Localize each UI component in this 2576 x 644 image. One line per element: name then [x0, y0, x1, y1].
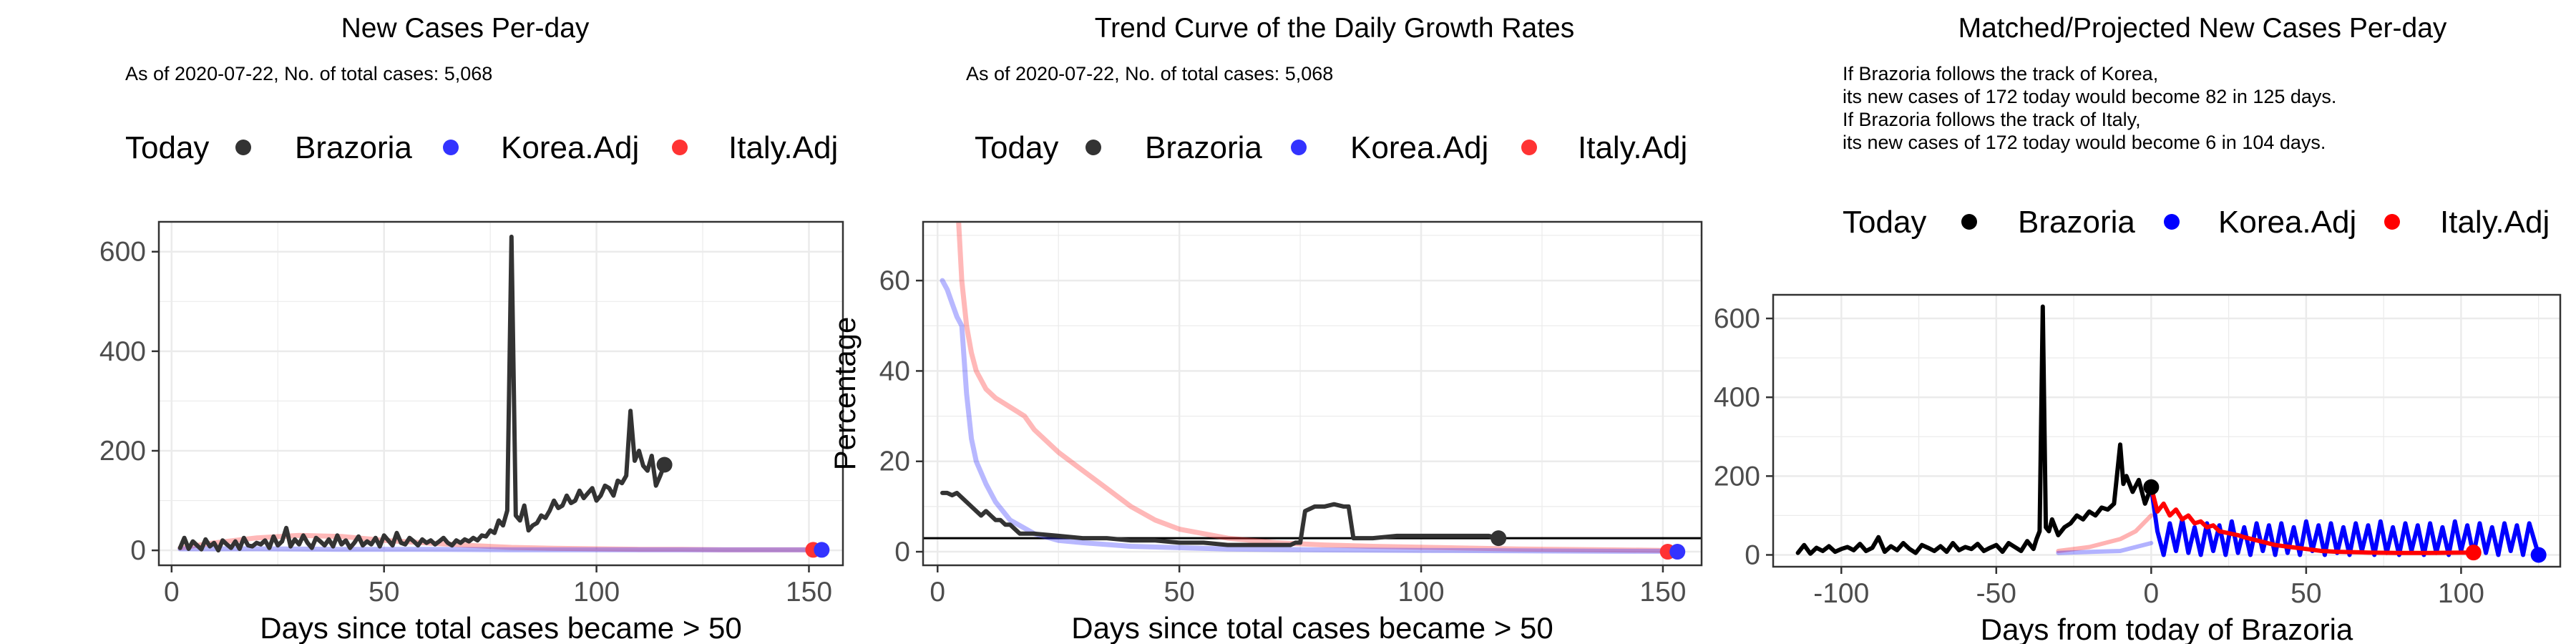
- growth-rate-chart: Trend Curve of the Daily Growth Rates As …: [828, 13, 1703, 644]
- legend-title: Today: [125, 130, 209, 165]
- series-line-korea-adj: [177, 546, 824, 552]
- legend-label-brazoria: Brazoria: [1145, 130, 1262, 165]
- legend-label-brazoria: Brazoria: [295, 130, 412, 165]
- legend-key-brazoria: [1085, 140, 1101, 155]
- legend-label-korea-adj: Korea.Adj: [2218, 205, 2356, 240]
- plot-panel: [1773, 295, 2560, 567]
- x-tick-label: -100: [1813, 578, 1869, 609]
- series-line-korea-adj-matched: [2056, 541, 2154, 555]
- y-tick-label: 60: [879, 265, 910, 296]
- series-line-korea-adj: [940, 278, 1680, 554]
- x-tick-label: -50: [1976, 578, 2016, 609]
- today-point-korea-adj: [2530, 547, 2547, 563]
- y-tick-label: 400: [1714, 382, 1760, 413]
- chart-subtitle: If Brazoria follows the track of Korea,: [1843, 63, 2158, 84]
- legend: Today Brazoria Korea.Adj Italy.Adj: [125, 130, 838, 165]
- x-tick-label: 100: [2438, 578, 2484, 609]
- series-group: [177, 234, 824, 553]
- y-tick-label: 600: [99, 237, 146, 268]
- chart-title: Matched/Projected New Cases Per-day: [1958, 13, 2447, 44]
- chart-subtitle: As of 2020-07-22, No. of total cases: 5,…: [125, 63, 492, 84]
- legend-key-italy-adj: [1521, 140, 1537, 155]
- x-axis-label: Days since total cases became > 50: [260, 611, 742, 644]
- panel-border: [1772, 293, 2562, 568]
- legend-label-brazoria: Brazoria: [2018, 205, 2135, 240]
- series-group: [940, 222, 1680, 554]
- legend-label-italy-adj: Italy.Adj: [728, 130, 838, 165]
- legend-label-italy-adj: Italy.Adj: [2440, 205, 2550, 240]
- x-axis-label: Days from today of Brazoria: [1981, 613, 2353, 644]
- gridlines: [923, 222, 1702, 565]
- y-tick-label: 40: [879, 356, 910, 386]
- panel-border: [922, 220, 1703, 567]
- new-cases-chart: New Cases Per-day As of 2020-07-22, No. o…: [99, 13, 844, 644]
- y-tick-label: 20: [879, 447, 910, 477]
- gridlines: [159, 222, 843, 565]
- gridlines: [1773, 295, 2560, 567]
- chart-title: New Cases Per-day: [341, 13, 590, 44]
- legend-key-brazoria: [1961, 214, 1977, 230]
- today-point-korea-adj: [1669, 544, 1686, 560]
- y-tick-label: 200: [1714, 461, 1760, 492]
- legend-key-italy-adj: [672, 140, 688, 155]
- y-tick-label: 0: [130, 535, 146, 566]
- legend-title: Today: [975, 130, 1058, 165]
- chart-subtitle: If Brazoria follows the track of Italy,: [1843, 109, 2141, 130]
- series-line-brazoria: [177, 234, 667, 553]
- y-tick-label: 200: [99, 436, 146, 467]
- chart-subtitle: its new cases of 172 today would become …: [1843, 86, 2336, 107]
- y-axis-label: Percentage: [828, 317, 862, 471]
- legend-key-korea-adj: [443, 140, 459, 155]
- projected-cases-chart: Matched/Projected New Cases Per-day If Br…: [1714, 13, 2562, 644]
- legend: Today Brazoria Korea.Adj Italy.Adj: [1843, 205, 2550, 240]
- x-tick-label: 150: [786, 577, 832, 608]
- today-point-brazoria: [656, 457, 673, 473]
- series-line-brazoria: [940, 490, 1501, 547]
- series-line-italy-adj: [956, 222, 1671, 553]
- legend-key-korea-adj: [1291, 140, 1307, 155]
- x-tick-label: 0: [2143, 578, 2159, 609]
- chart-title: Trend Curve of the Daily Growth Rates: [1095, 13, 1574, 44]
- y-tick-label: 0: [1745, 540, 1760, 570]
- x-tick-label: 100: [1398, 577, 1445, 608]
- panel-border: [157, 220, 844, 567]
- x-axis-label: Days since total cases became > 50: [1071, 611, 1553, 644]
- legend: Today Brazoria Korea.Adj Italy.Adj: [975, 130, 1687, 165]
- x-tick-label: 50: [1163, 577, 1194, 608]
- today-point-brazoria: [2143, 479, 2160, 495]
- chart-subtitle: its new cases of 172 today would become …: [1843, 132, 2326, 153]
- x-tick-label: 50: [2290, 578, 2321, 609]
- plot-panel: [923, 222, 1702, 565]
- legend-key-korea-adj: [2164, 214, 2180, 230]
- x-tick-label: 50: [369, 577, 399, 608]
- chart-subtitle: As of 2020-07-22, No. of total cases: 5,…: [966, 63, 1333, 84]
- today-point-korea-adj: [814, 542, 830, 558]
- series-line-italy-adj: [2149, 484, 2476, 555]
- x-tick-label: 150: [1639, 577, 1686, 608]
- x-tick-label: 100: [573, 577, 620, 608]
- y-tick-label: 0: [894, 537, 910, 567]
- plot-panel: [159, 222, 843, 565]
- legend-label-korea-adj: Korea.Adj: [1350, 130, 1488, 165]
- legend-label-italy-adj: Italy.Adj: [1578, 130, 1687, 165]
- x-tick-label: 0: [930, 577, 945, 608]
- y-tick-label: 400: [99, 336, 146, 367]
- legend-label-korea-adj: Korea.Adj: [501, 130, 639, 165]
- legend-key-italy-adj: [2384, 214, 2400, 230]
- today-point-brazoria: [1491, 530, 1507, 547]
- x-tick-label: 0: [164, 577, 180, 608]
- series-line-brazoria: [1795, 304, 2154, 556]
- y-tick-label: 600: [1714, 303, 1760, 334]
- legend-key-brazoria: [235, 140, 251, 155]
- today-point-italy-adj: [2465, 545, 2482, 561]
- series-line-italy-adj-matched: [2056, 513, 2154, 553]
- legend-title: Today: [1843, 205, 1926, 240]
